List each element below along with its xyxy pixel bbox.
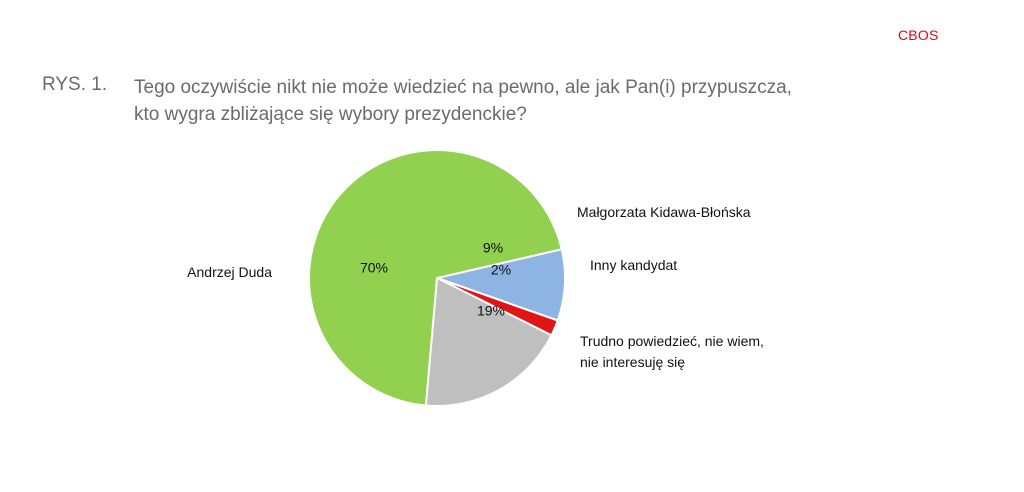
- slice-category-label-line: Trudno powiedzieć, nie wiem,: [580, 333, 764, 349]
- slice-category-label: Trudno powiedzieć, nie wiem, nie interesu…: [580, 333, 764, 370]
- slice-value-label: 9%: [483, 240, 503, 256]
- slice-category-label: Inny kandydat: [590, 257, 677, 273]
- slice-category-label-line: Inny kandydat: [590, 257, 677, 273]
- slice-value-label: 70%: [360, 260, 388, 276]
- slice-category-label-line: nie interesuję się: [580, 354, 685, 370]
- chart-title-line-2: kto wygra zbliżające się wybory prezyden…: [134, 104, 527, 125]
- slice-category-label-line: Andrzej Duda: [187, 264, 272, 280]
- chart-title: Tego oczywiście nikt nie może wiedzieć n…: [134, 74, 954, 128]
- pie-slice: [308, 149, 563, 407]
- slice-category-label: Małgorzata Kidawa-Błońska: [577, 204, 751, 220]
- slice-value-label: 19%: [477, 303, 505, 319]
- slice-value-label: 2%: [491, 262, 511, 278]
- figure-label: RYS. 1.: [42, 74, 108, 95]
- pie-slice: [424, 276, 553, 407]
- chart-title-line-1: Tego oczywiście nikt nie może wiedzieć n…: [134, 77, 792, 98]
- slice-category-label-line: Małgorzata Kidawa-Błońska: [577, 204, 751, 220]
- slice-category-label: Andrzej Duda: [187, 264, 272, 280]
- brand-label: CBOS: [898, 27, 939, 43]
